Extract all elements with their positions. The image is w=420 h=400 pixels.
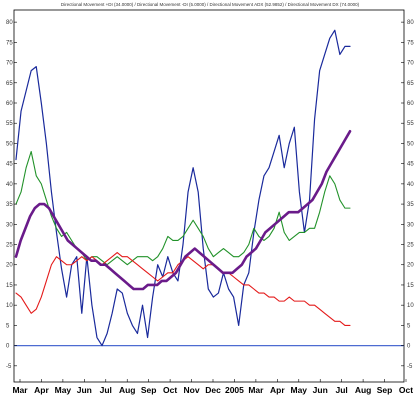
x-tick-label: 2005 xyxy=(225,385,244,395)
y-tick-label-right: 20 xyxy=(407,263,414,269)
y-tick-label-left: 25 xyxy=(6,243,13,249)
x-tick-label: Apr xyxy=(34,385,49,395)
y-tick-label-left: 45 xyxy=(6,162,13,168)
y-tick-label-right: 10 xyxy=(407,303,414,309)
x-tick-label: Mar xyxy=(12,385,28,395)
x-tick-label: Aug xyxy=(355,385,372,395)
y-tick-label-right: 5 xyxy=(407,323,411,329)
y-tick-label-left: 50 xyxy=(6,141,13,147)
y-tick-label-left: 75 xyxy=(6,40,13,46)
y-tick-label-right: 50 xyxy=(407,141,414,147)
x-tick-label: Dec xyxy=(205,385,221,395)
y-tick-label-left: 10 xyxy=(6,303,13,309)
y-tick-label-right: 60 xyxy=(407,101,414,107)
y-tick-label-right: 35 xyxy=(407,202,414,208)
y-tick-label-left: 0 xyxy=(6,344,10,350)
y-tick-label-left: 35 xyxy=(6,202,13,208)
series-line-2 xyxy=(15,150,351,266)
x-tick-label: May xyxy=(55,385,72,395)
x-tick-label: Jul xyxy=(336,385,348,395)
x-tick-label: Sep xyxy=(377,385,393,395)
y-tick-label-right: 55 xyxy=(407,121,414,127)
y-tick-label-left: 15 xyxy=(6,283,13,289)
y-tick-label-right: 40 xyxy=(407,182,414,188)
y-tick-label-left: 65 xyxy=(6,81,13,87)
x-tick-label: Apr xyxy=(270,385,285,395)
x-tick-label: Nov xyxy=(184,385,200,395)
x-tick-label: Sep xyxy=(141,385,157,395)
y-tick-label-left: 70 xyxy=(6,61,13,67)
y-tick-label-right: 15 xyxy=(407,283,414,289)
x-tick-label: Mar xyxy=(248,385,264,395)
y-tick-label-left: 55 xyxy=(6,121,13,127)
x-tick-label: Jun xyxy=(313,385,328,395)
y-tick-label-left: 20 xyxy=(6,263,13,269)
y-tick-label-left: 80 xyxy=(6,20,13,26)
y-tick-label-right: 70 xyxy=(407,61,414,67)
x-tick-label: Aug xyxy=(119,385,136,395)
y-tick-label-right: 45 xyxy=(407,162,414,168)
y-tick-label-right: 80 xyxy=(407,20,414,26)
y-tick-label-left: 60 xyxy=(6,101,13,107)
y-tick-label-right: 75 xyxy=(407,40,414,46)
y-tick-label-left: -5 xyxy=(6,364,12,370)
series-line-4 xyxy=(14,130,352,291)
y-tick-label-right: 25 xyxy=(407,243,414,249)
y-tick-label-right: 65 xyxy=(407,81,414,87)
x-tick-label: Jun xyxy=(77,385,92,395)
y-tick-label-right: 30 xyxy=(407,222,414,228)
y-tick-label-right: -5 xyxy=(407,364,413,370)
y-tick-label-left: 30 xyxy=(6,222,13,228)
y-tick-label-left: 5 xyxy=(6,323,10,329)
y-tick-label-left: 40 xyxy=(6,182,13,188)
y-tick-label-right: 0 xyxy=(407,344,411,350)
x-tick-label: Oct xyxy=(163,385,177,395)
chart-title: Directional Movement +DI (34.0000) / Dir… xyxy=(61,2,360,7)
plot-border xyxy=(13,9,405,383)
x-tick-label: May xyxy=(291,385,308,395)
x-tick-label: Jul xyxy=(100,385,112,395)
x-tick-label: Oct xyxy=(399,385,413,395)
